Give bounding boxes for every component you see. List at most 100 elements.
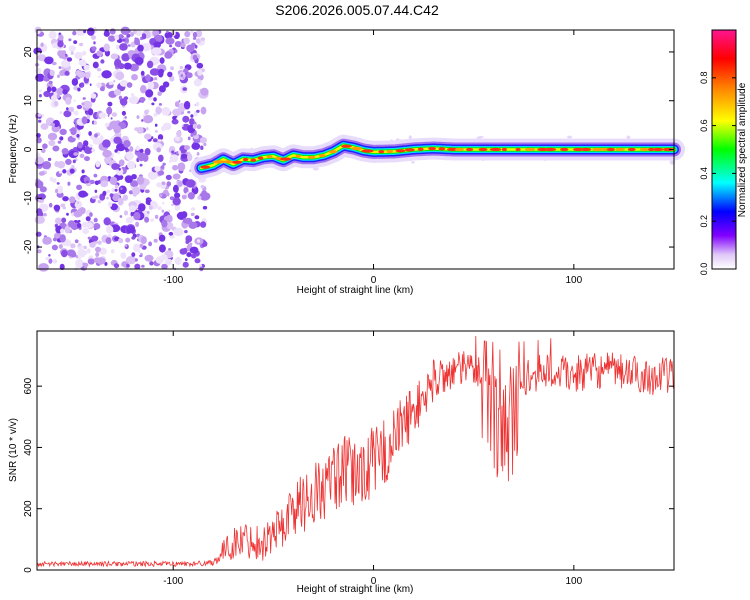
ridge-hotspot	[602, 147, 608, 152]
noise-speckle	[36, 137, 42, 144]
noise-speckle	[161, 219, 168, 228]
noise-speckle	[182, 217, 187, 224]
noise-speckle	[196, 62, 204, 69]
ridge-hotspot	[250, 158, 257, 162]
noise-speckle	[149, 261, 154, 266]
noise-speckle	[95, 114, 99, 118]
noise-speckle	[73, 152, 79, 156]
noise-speckle	[157, 170, 165, 176]
noise-speckle	[158, 154, 164, 162]
noise-speckle	[132, 186, 141, 196]
noise-speckle	[143, 115, 154, 124]
noise-speckle	[48, 258, 53, 264]
noise-speckle	[153, 238, 158, 243]
noise-speckle	[166, 30, 169, 34]
noise-speckle	[69, 168, 75, 174]
noise-speckle	[121, 53, 130, 62]
noise-speckle	[56, 182, 60, 185]
noise-speckle	[91, 46, 97, 51]
noise-speckle	[47, 157, 52, 161]
noise-speckle	[139, 148, 144, 154]
noise-speckle	[43, 213, 47, 217]
noise-speckle	[88, 108, 94, 116]
noise-speckle	[174, 204, 181, 211]
noise-speckle	[46, 86, 52, 93]
ridge-hotspot	[361, 149, 374, 153]
noise-speckle	[160, 254, 168, 261]
ridge-hotspot	[212, 160, 225, 164]
noise-speckle	[74, 200, 83, 209]
noise-speckle	[128, 205, 137, 213]
noise-speckle	[37, 113, 42, 117]
noise-speckle	[169, 75, 175, 82]
ridge-hotspot	[307, 155, 316, 159]
noise-speckle	[57, 140, 62, 144]
noise-speckle	[90, 235, 99, 242]
noise-speckle	[66, 107, 69, 111]
noise-speckle	[161, 209, 164, 213]
noise-speckle	[59, 263, 65, 271]
noise-speckle	[139, 163, 143, 167]
noise-speckle	[139, 243, 144, 248]
noise-speckle	[108, 201, 113, 208]
noise-speckle	[113, 263, 120, 269]
noise-speckle	[59, 136, 64, 141]
noise-speckle	[34, 215, 45, 224]
noise-speckle	[61, 249, 68, 258]
noise-speckle	[87, 258, 95, 265]
noise-speckle	[151, 102, 155, 106]
noise-speckle	[91, 35, 96, 40]
noise-speckle	[150, 200, 156, 207]
noise-speckle	[158, 234, 166, 242]
noise-speckle	[114, 34, 120, 41]
noise-speckle	[174, 41, 182, 48]
noise-speckle	[567, 135, 573, 139]
noise-speckle	[165, 214, 173, 223]
noise-speckle	[200, 37, 205, 41]
noise-speckle	[162, 162, 166, 166]
noise-speckle	[51, 86, 57, 93]
noise-speckle	[190, 207, 196, 211]
noise-speckle	[166, 181, 172, 187]
noise-speckle	[144, 133, 152, 140]
noise-speckle	[125, 151, 134, 161]
noise-speckle	[77, 87, 81, 92]
noise-speckle	[125, 237, 131, 243]
noise-speckle	[141, 43, 152, 52]
noise-speckle	[94, 195, 99, 199]
noise-speckle	[141, 33, 147, 40]
noise-speckle	[167, 71, 173, 78]
ridge-hotspot	[560, 147, 569, 152]
noise-speckle	[118, 34, 124, 39]
noise-speckle	[62, 196, 69, 202]
noise-speckle	[114, 188, 118, 192]
noise-speckle	[138, 250, 141, 254]
noise-speckle	[197, 195, 202, 200]
noise-speckle	[99, 135, 104, 141]
noise-speckle	[89, 212, 93, 217]
noise-speckle	[129, 63, 139, 72]
ridge-hotspot	[573, 147, 584, 152]
noise-speckle	[187, 136, 191, 141]
ridge-hotspot	[592, 147, 604, 152]
noise-speckle	[73, 40, 78, 44]
noise-speckle	[200, 145, 204, 151]
noise-speckle	[148, 241, 153, 247]
noise-speckle	[161, 107, 171, 116]
noise-speckle	[113, 89, 122, 96]
noise-speckle	[38, 193, 46, 200]
noise-speckle	[109, 193, 114, 198]
noise-speckle	[99, 86, 105, 92]
noise-speckle	[68, 220, 75, 228]
noise-speckle	[169, 196, 175, 201]
noise-speckle	[60, 203, 66, 208]
noise-speckle	[182, 87, 187, 91]
noise-speckle	[171, 118, 179, 125]
spectrogram-x-label: Height of straight line (km)	[297, 285, 414, 296]
noise-speckle	[82, 50, 87, 56]
noise-speckle	[82, 97, 86, 100]
noise-speckle	[192, 54, 198, 61]
noise-speckle	[70, 127, 77, 136]
noise-speckle	[141, 264, 145, 268]
noise-speckle	[113, 124, 122, 134]
